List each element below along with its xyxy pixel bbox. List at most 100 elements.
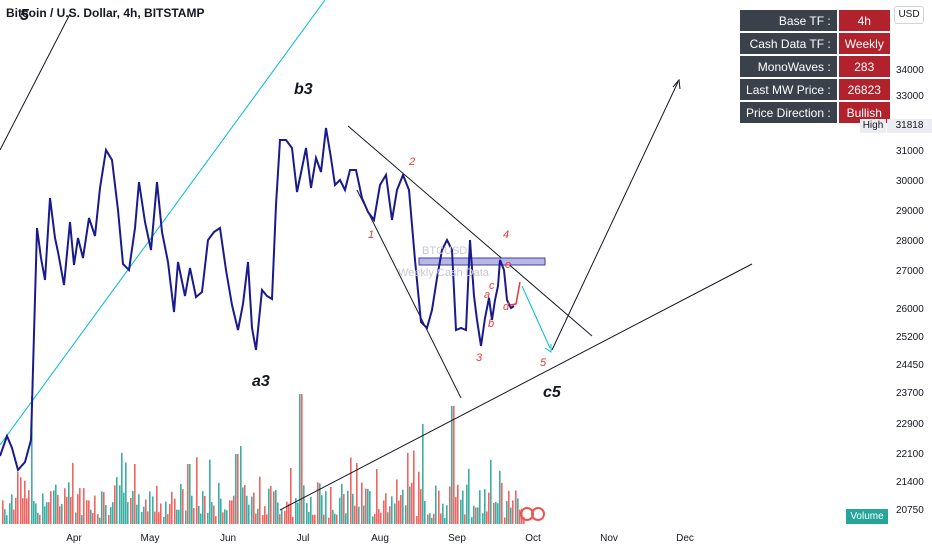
volume-bar <box>213 505 215 524</box>
volume-bar <box>433 513 435 524</box>
volume-bar <box>108 515 110 524</box>
volume-bar <box>407 452 409 524</box>
info-row: Cash Data TF : Weekly <box>740 33 890 54</box>
volume-bar <box>31 396 33 524</box>
volume-bar <box>460 499 462 524</box>
volume-bar <box>387 512 389 524</box>
volume-bar <box>99 517 101 524</box>
volume-bar <box>61 503 63 524</box>
price-tick-label: 29000 <box>896 206 924 217</box>
volume-bar <box>136 504 138 524</box>
info-value: Weekly <box>838 33 890 54</box>
volume-bar <box>132 490 134 524</box>
volume-bar <box>233 495 235 524</box>
volume-bar <box>94 495 96 524</box>
volume-bar <box>119 485 121 524</box>
volume-bar <box>127 502 129 524</box>
wave-label-b3: b3 <box>294 81 313 98</box>
volume-bar <box>517 498 519 524</box>
volume-bar <box>429 513 431 524</box>
volume-bar <box>209 459 211 524</box>
volume-bar <box>466 484 468 524</box>
wave-label-1: 1 <box>368 229 374 241</box>
time-tick-label: Jul <box>297 533 310 544</box>
volume-bar <box>180 483 182 524</box>
volume-bar <box>490 459 492 524</box>
volume-bar <box>345 513 347 524</box>
volume-bar <box>138 494 140 524</box>
volume-bar <box>163 517 165 524</box>
volume-bar <box>141 511 143 524</box>
volume-bar <box>391 496 393 524</box>
volume-bar <box>343 494 345 524</box>
volume-bar <box>11 494 13 524</box>
chart-title: Bitcoin / U.S. Dollar, 4h, BITSTAMP <box>6 6 205 20</box>
price-tick-label: 24450 <box>896 360 924 371</box>
volume-bar <box>495 501 497 524</box>
volume-bar <box>451 406 453 524</box>
time-tick-label: Sep <box>448 533 466 544</box>
volume-bar <box>306 503 308 524</box>
volume-bar <box>268 488 270 524</box>
volume-bar <box>26 498 28 524</box>
volume-bar <box>66 496 68 524</box>
volume-bar <box>145 499 147 524</box>
volume-bar <box>182 489 184 524</box>
volume-bar <box>103 492 105 524</box>
alert-circle-icon-2[interactable] <box>531 507 545 521</box>
volume-bar <box>308 511 310 524</box>
price-axis[interactable]: 3400033000320003100030000290002800027000… <box>896 65 924 516</box>
volume-bar <box>325 491 327 524</box>
volume-bar <box>264 506 266 524</box>
volume-bar <box>374 513 376 524</box>
volume-bar <box>244 485 246 524</box>
volume-bar <box>508 490 510 524</box>
volume-bar <box>101 491 103 524</box>
volume-bar <box>39 514 41 524</box>
volume-bar <box>354 505 356 524</box>
time-axis[interactable]: Apr May Jun Jul Aug Sep Oct Nov Dec <box>66 533 694 544</box>
info-row: MonoWaves : 283 <box>740 56 890 77</box>
volume-bar <box>202 491 204 524</box>
volume-bar <box>444 517 446 524</box>
volume-bar <box>237 454 239 524</box>
volume-bar <box>262 515 264 524</box>
time-tick-label: Aug <box>371 533 389 544</box>
volume-bar <box>279 514 281 524</box>
cash-data-box <box>418 257 546 266</box>
volume-bar <box>88 500 90 524</box>
price-tick-label: 26000 <box>896 304 924 315</box>
time-tick-label: Jun <box>220 533 236 544</box>
volume-bar <box>266 514 268 524</box>
volume-bar <box>251 496 253 524</box>
volume-label[interactable]: Volume <box>846 509 888 524</box>
volume-bar <box>367 488 369 524</box>
high-price-label: High <box>860 119 886 133</box>
volume-bar <box>383 500 385 524</box>
volume-bar <box>187 464 189 524</box>
volume-bar <box>257 508 259 524</box>
volume-bar <box>4 509 6 524</box>
volume-bar <box>332 509 334 524</box>
forecast-cyan-arrow-head <box>544 344 552 353</box>
info-value: 283 <box>838 56 890 77</box>
volume-bar <box>398 500 400 524</box>
currency-button[interactable]: USD <box>894 6 924 24</box>
volume-bar <box>68 482 70 524</box>
price-tick-label: 28000 <box>896 236 924 247</box>
wave-label-d: d <box>503 301 510 313</box>
volume-bar <box>240 446 242 524</box>
forecast-red-segment <box>509 281 521 306</box>
volume-bar <box>75 512 77 524</box>
volume-bar <box>449 486 451 524</box>
cyan-channel-line <box>0 0 326 446</box>
volume-bar <box>347 490 349 524</box>
volume-bar <box>134 463 136 524</box>
info-row: Last MW Price : 26823 <box>740 79 890 100</box>
volume-bar <box>152 496 154 524</box>
volume-bar <box>488 492 490 524</box>
watermark-subtitle: Weekly Cash Data <box>398 267 490 279</box>
volume-bar <box>70 496 72 524</box>
volume-bar <box>319 483 321 524</box>
